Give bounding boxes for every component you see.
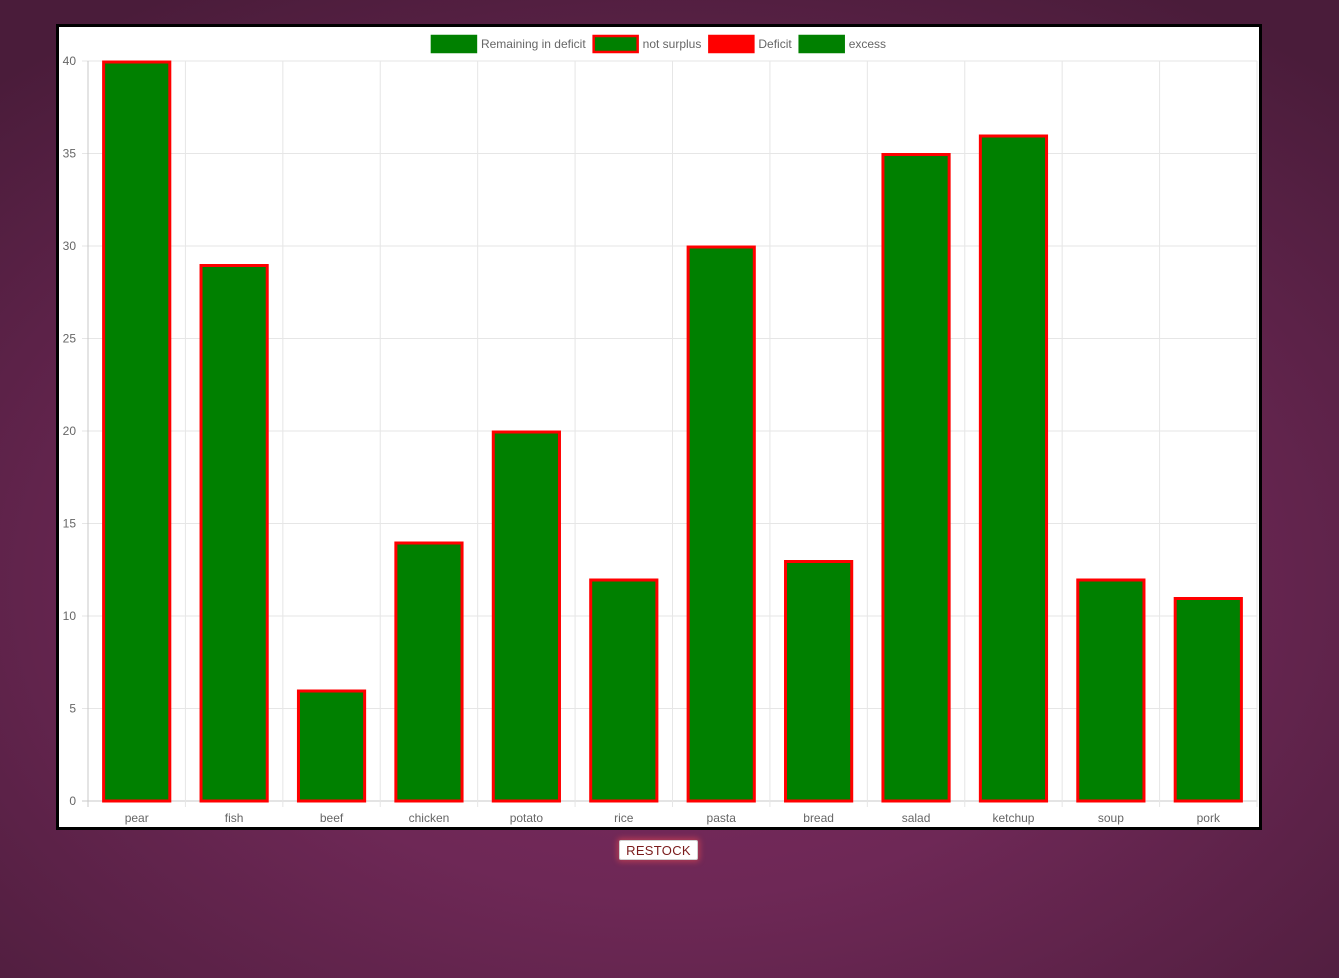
bar-pork (1173, 597, 1243, 803)
legend-swatch (798, 34, 845, 54)
x-tick-label: pear (125, 811, 149, 825)
bar-fish (199, 264, 269, 803)
y-axis-ticks: 0 5 10 15 20 25 30 35 40 (63, 54, 77, 808)
legend-item[interactable]: Remaining in deficit (430, 34, 586, 54)
bar-potato (491, 430, 561, 803)
y-tick-label: 10 (63, 609, 77, 623)
legend-label: excess (849, 37, 886, 51)
y-tick-label: 35 (63, 147, 77, 161)
y-tick-label: 5 (69, 702, 76, 716)
x-tick-label: pork (1197, 811, 1221, 825)
legend-swatch (430, 34, 478, 54)
x-tick-label: salad (902, 811, 931, 825)
x-tick-label: ketchup (992, 811, 1034, 825)
legend-item[interactable]: Deficit (708, 34, 792, 54)
y-tick-label: 0 (69, 794, 76, 808)
legend-label: not surplus (643, 37, 702, 51)
x-axis-ticks: pear fish beef chicken potato rice pasta bread s… (125, 811, 1221, 825)
bar-soup (1076, 578, 1146, 803)
legend-label: Deficit (758, 37, 792, 51)
legend-label: Remaining in deficit (481, 37, 586, 51)
bar-pear (102, 60, 172, 803)
chart-container: 0 5 10 15 20 25 30 35 40 pear fish beef chicken pota… (56, 24, 1262, 830)
legend-swatch (592, 34, 639, 54)
grid-lines (82, 60, 1258, 807)
bar-chart: 0 5 10 15 20 25 30 35 40 pear fish beef chicken pota… (63, 34, 1258, 825)
legend-item[interactable]: not surplus (592, 34, 702, 54)
x-tick-label: beef (320, 811, 344, 825)
bar-ketchup (978, 134, 1049, 803)
x-tick-label: fish (225, 811, 244, 825)
x-tick-label: pasta (707, 811, 737, 825)
bar-rice (589, 578, 659, 803)
x-tick-label: chicken (409, 811, 450, 825)
y-tick-label: 40 (63, 54, 77, 68)
legend: Remaining in deficit not surplus Deficit ex… (430, 34, 886, 54)
restock-button[interactable]: RESTOCK (619, 840, 698, 860)
bar-chicken (394, 541, 464, 803)
bars (102, 60, 1243, 803)
bar-bread (784, 560, 854, 803)
legend-swatch (708, 34, 755, 54)
legend-item[interactable]: excess (798, 34, 886, 54)
bar-salad (881, 153, 951, 803)
x-tick-label: bread (803, 811, 834, 825)
y-tick-label: 30 (63, 239, 77, 253)
x-tick-label: rice (614, 811, 634, 825)
y-tick-label: 20 (63, 424, 77, 438)
y-tick-label: 15 (63, 517, 77, 531)
y-tick-label: 25 (63, 332, 77, 346)
bar-pasta (686, 245, 756, 803)
x-tick-label: soup (1098, 811, 1124, 825)
bar-beef (296, 689, 367, 803)
x-tick-label: potato (510, 811, 544, 825)
